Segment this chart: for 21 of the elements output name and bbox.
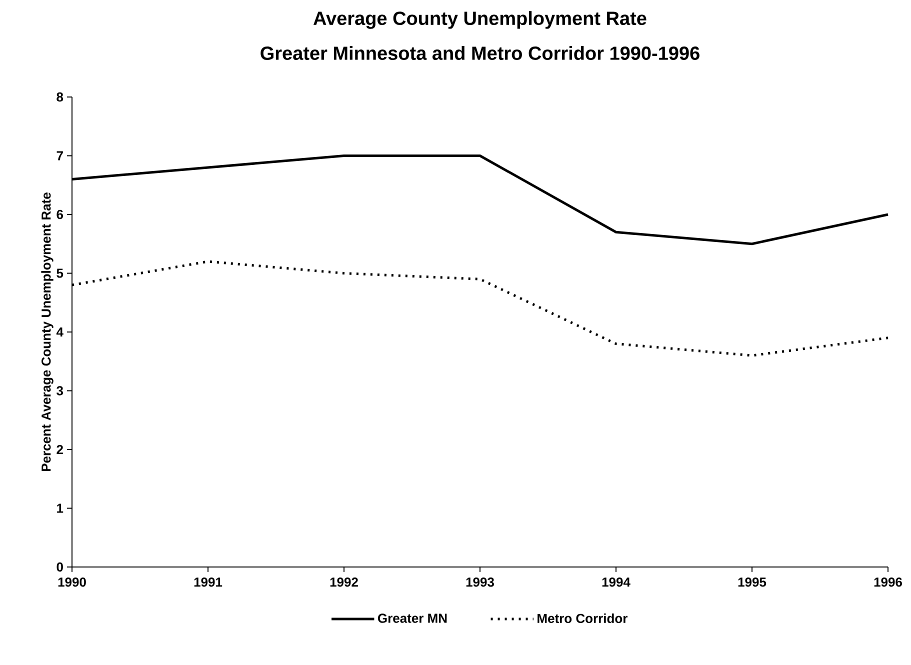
x-tick-label: 1993 [466,578,494,587]
y-tick-label: 4 [56,328,64,336]
y-tick-label: 0 [56,562,63,572]
chart-subtitle: Greater Minnesota and Metro Corridor 1990-1996 [260,46,700,60]
y-axis-title: Percent Average County Unemployment Rate [41,192,54,472]
chart-title: Average County Unemployment Rate [313,11,646,29]
y-tick-label: 2 [56,444,63,454]
y-tick-label: 5 [56,268,64,278]
y-tick-label: 7 [56,151,63,160]
y-tick-label: 6 [56,210,64,220]
y-tick-label: 3 [56,386,64,396]
x-tick-label: 1995 [738,578,766,587]
y-tick-label: 8 [56,92,64,102]
legend-label: Greater MN [378,614,447,623]
x-tick-label: 1990 [58,578,86,587]
legend-label: Metro Corridor [538,613,628,624]
x-tick-label: 1994 [602,578,630,587]
x-tick-label: 1992 [330,578,358,587]
x-tick-label: 1991 [194,578,222,587]
x-tick-label: 1996 [874,578,902,587]
y-tick-label: 1 [57,504,64,513]
